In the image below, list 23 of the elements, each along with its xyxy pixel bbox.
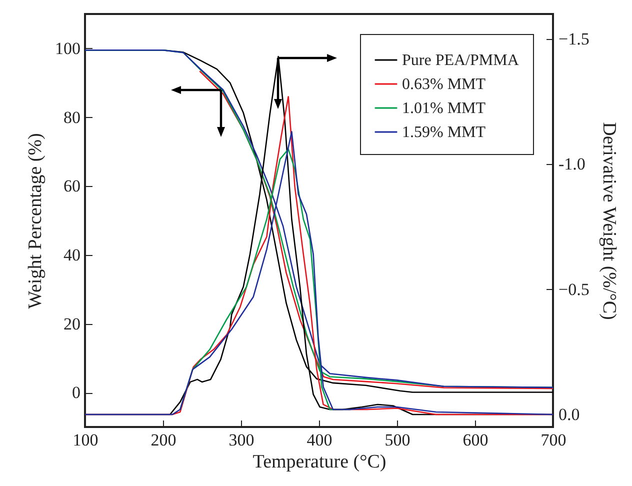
y-tick-label: 100 (55, 38, 80, 58)
y-tick-label: 60 (64, 176, 80, 196)
y-tick-label: 0 (72, 383, 80, 402)
x-tick-label: 600 (462, 430, 488, 450)
y-tick-label: 40 (64, 245, 80, 264)
y2-axis-title: Derivative Weight (%/°C) (598, 122, 620, 320)
x-tick-label: 300 (228, 430, 254, 450)
y2-tick-label: 0.0 (558, 404, 580, 424)
x-tick-label: 500 (384, 430, 410, 450)
x-tick-label: 400 (306, 430, 332, 450)
y-tick-label: 80 (64, 108, 80, 127)
legend-label: 0.63% MMT (402, 76, 486, 93)
y-axis-title: Weight Percentage (%) (25, 133, 46, 309)
legend-label: 1.59% MMT (402, 124, 486, 141)
y2-tick-label: −0.5 (558, 280, 590, 299)
y-tick-label: 20 (64, 314, 80, 334)
x-axis-title: Temperature (°C) (252, 452, 386, 472)
y2-tick-label: -1.0 (558, 154, 586, 174)
x-tick-label: 200 (150, 430, 176, 450)
legend-label: Pure PEA/PMMA (402, 52, 520, 69)
x-tick-label: 700 (540, 430, 566, 450)
y2-tick-label: −1.5 (558, 30, 590, 49)
legend-label: 1.01% MMT (402, 100, 486, 117)
